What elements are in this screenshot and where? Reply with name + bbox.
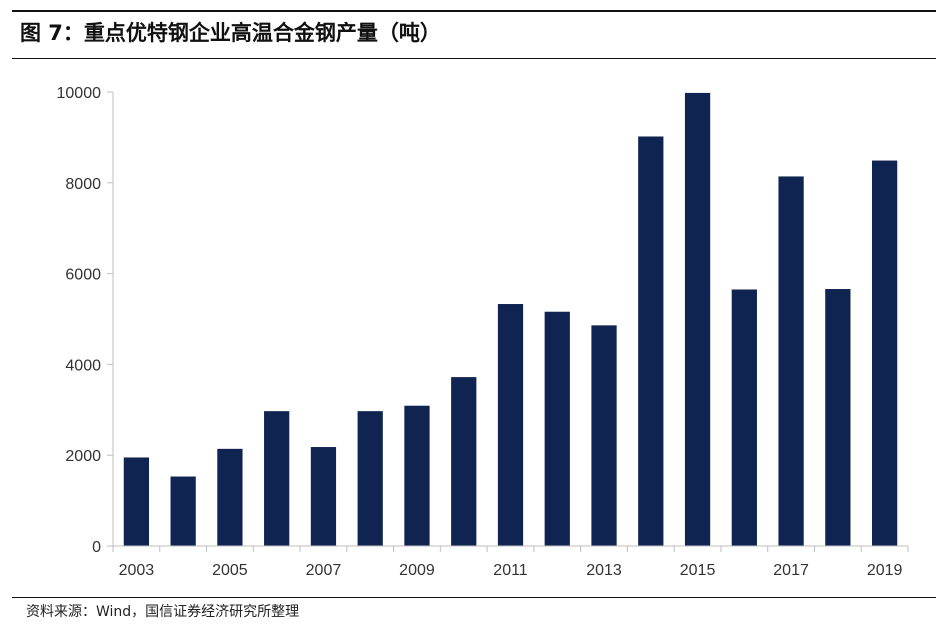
y-tick-label: 0 bbox=[92, 539, 101, 556]
x-tick-label: 2019 bbox=[867, 562, 903, 579]
bar-2009 bbox=[404, 405, 430, 546]
source-note: 资料来源：Wind，国信证券经济研究所整理 bbox=[26, 604, 300, 620]
bar-2006 bbox=[264, 411, 290, 546]
bar-2014 bbox=[638, 136, 664, 546]
top-rule bbox=[12, 10, 936, 12]
bottom-rule bbox=[12, 597, 936, 598]
y-tick-label: 6000 bbox=[65, 267, 101, 284]
x-tick-label: 2009 bbox=[399, 562, 435, 579]
bar-2019 bbox=[871, 160, 898, 546]
bar-2010 bbox=[451, 377, 477, 546]
bar-2015 bbox=[684, 92, 711, 547]
x-tick-label: 2013 bbox=[586, 562, 622, 579]
y-tick-label: 4000 bbox=[65, 357, 101, 374]
x-tick-label: 2011 bbox=[493, 562, 528, 579]
x-tick-label: 2017 bbox=[773, 562, 809, 579]
y-tick-label: 8000 bbox=[65, 176, 101, 193]
x-axis: 2003 2005 2007 2009 2011 2013 2015 2017 2019 bbox=[112, 545, 909, 579]
bar-2008 bbox=[357, 411, 383, 546]
bar-2018 bbox=[825, 289, 851, 546]
figure-title: 图 7：重点优特钢企业高温合金钢产量（吨） bbox=[20, 21, 441, 45]
bar-2005 bbox=[217, 448, 243, 546]
y-tick-label: 2000 bbox=[65, 448, 101, 465]
x-tick-label: 2005 bbox=[212, 562, 248, 579]
bar-2016 bbox=[731, 289, 757, 546]
y-tick-label: 10000 bbox=[57, 85, 102, 102]
x-tick-label: 2003 bbox=[119, 562, 155, 579]
bar-2004 bbox=[170, 476, 196, 546]
bar-2017 bbox=[778, 176, 804, 546]
x-tick-label: 2015 bbox=[680, 562, 716, 579]
bar-2013 bbox=[591, 325, 617, 546]
x-tick-label: 2007 bbox=[306, 562, 342, 579]
bar-2007 bbox=[310, 447, 337, 546]
y-axis: 0 2000 4000 6000 8000 10000 bbox=[57, 85, 114, 556]
bar-2011 bbox=[497, 304, 524, 546]
bar-2012 bbox=[544, 311, 570, 546]
title-rule bbox=[12, 58, 936, 59]
bars bbox=[123, 92, 898, 547]
bar-2003 bbox=[123, 457, 150, 546]
